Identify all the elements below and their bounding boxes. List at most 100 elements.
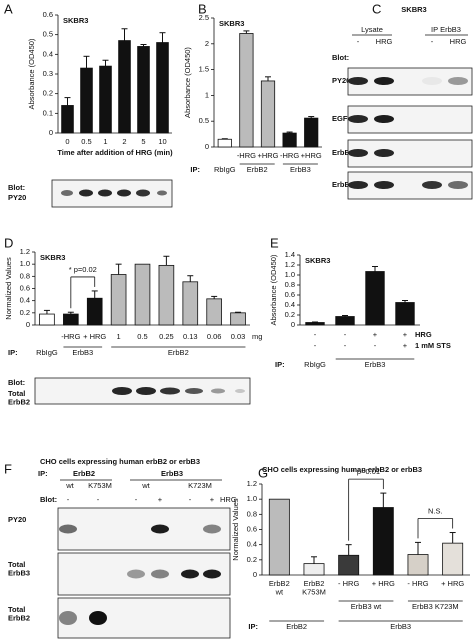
blot [347, 139, 473, 168]
panel-letter: E [270, 235, 279, 250]
y-tick-label: 0.4 [43, 49, 53, 58]
blot-row-label: ErbB2 [332, 148, 354, 157]
y-axis-label: Absorbance (OD450) [27, 38, 36, 109]
blot-band [151, 524, 169, 534]
x-tick-label: - HRG [338, 579, 359, 588]
x-tick-label: ErbB2 K753M [302, 579, 326, 597]
lysate-label: Lysate [361, 25, 383, 34]
lane-label: HRG [376, 37, 393, 46]
y-tick-label: 2 [205, 39, 209, 48]
blot-band [181, 569, 199, 579]
blot-band [374, 181, 394, 189]
y-axis-label: Absorbance (OD450) [269, 254, 278, 325]
bar [80, 67, 93, 134]
blot-band [348, 115, 368, 123]
bar [268, 498, 290, 576]
bar [156, 42, 169, 134]
panel-letter: B [198, 1, 207, 16]
blot-band [374, 149, 394, 157]
blot-band [422, 77, 442, 85]
lane-label: - [431, 37, 434, 46]
x-tick-label: + HRG [83, 332, 106, 341]
bar [63, 313, 79, 326]
x-tick-label: 5 [141, 137, 145, 146]
blot-band [89, 611, 107, 625]
y-tick-label: 1.0 [285, 270, 295, 279]
lane-label: - [135, 495, 138, 504]
y-tick-label: 0.2 [285, 310, 295, 319]
bar [239, 33, 254, 148]
blot [347, 171, 473, 200]
ip-label: IP: [190, 165, 200, 174]
x-tick-label: 0 [65, 137, 69, 146]
blot-band [348, 181, 368, 189]
y-tick-label: 1.2 [20, 247, 30, 256]
x-tick-label: 0.5 [137, 332, 147, 341]
blot-label: Blot: [332, 53, 349, 62]
bar [395, 302, 415, 326]
group-label: RbIgG [36, 348, 58, 357]
y-tick-label: 2.5 [199, 13, 209, 22]
group-label: ErbB2 [247, 165, 268, 174]
x-tick-label: - HRG [407, 579, 428, 588]
lane-label: - [357, 37, 360, 46]
blot-row-label: Total ErbB2 [8, 389, 30, 407]
bar [158, 264, 175, 326]
blot [347, 67, 473, 96]
bar [86, 297, 103, 326]
lane-label: - [97, 495, 100, 504]
bar [335, 316, 355, 326]
row-label: 1 mM STS [415, 341, 451, 350]
y-tick-label: 0.8 [247, 509, 257, 518]
ip-label: IP: [38, 469, 48, 478]
blot-band [136, 189, 150, 197]
bar [338, 554, 360, 576]
row-symbol: - [344, 330, 347, 339]
y-tick-label: 0 [253, 570, 257, 579]
y-tick-label: 0.6 [247, 524, 257, 533]
ip-label: IP: [8, 348, 18, 357]
chart-title: SKBR3 [305, 256, 330, 265]
ip-label: IP ErbB3 [431, 25, 461, 34]
construct-label: K723M [188, 481, 212, 490]
bar [137, 46, 150, 134]
blot-row-label: PY20 [332, 76, 350, 85]
group-label: ErbB2 [168, 348, 189, 357]
group-label: ErbB3 [290, 165, 311, 174]
y-tick-label: 0.2 [247, 555, 257, 564]
y-tick-label: 1.5 [199, 65, 209, 74]
group-label: RbIgG [304, 360, 326, 369]
blot-band [112, 387, 132, 395]
construct-label: K753M [88, 481, 112, 490]
chart-title: CHO cells expressing human erbB2 or erbB… [262, 465, 422, 474]
y-tick-label: 0.4 [247, 540, 257, 549]
blot-band [160, 387, 180, 395]
x-tick-label: ErbB2 wt [269, 579, 290, 597]
bar [110, 274, 127, 326]
row-symbol: - [374, 341, 377, 350]
blot-band [374, 77, 394, 85]
blot-band [79, 189, 93, 197]
y-tick-label: 0.8 [20, 271, 30, 280]
y-axis-label: Normalized Values [231, 498, 240, 561]
bar [305, 322, 325, 326]
x-tick-label: -HRG [237, 151, 256, 160]
y-tick-label: 0.5 [43, 30, 53, 39]
blot [347, 105, 473, 134]
x-tick-label: 1 [103, 137, 107, 146]
group-label: RbIgG [214, 165, 236, 174]
blot-band [136, 387, 156, 395]
blot-band [59, 611, 77, 625]
y-tick-label: 0.2 [43, 89, 53, 98]
blot [57, 552, 231, 596]
x-tick-label: 0.25 [159, 332, 174, 341]
bar [282, 132, 297, 148]
blot-band [59, 524, 77, 534]
row-label: HRG [415, 330, 432, 339]
blot-label: Blot: [8, 183, 25, 192]
x-tick-label: -HRG [61, 332, 80, 341]
bar [118, 40, 131, 134]
bar [365, 271, 385, 326]
y-tick-label: 0 [26, 320, 30, 329]
row-symbol: + [373, 330, 378, 339]
